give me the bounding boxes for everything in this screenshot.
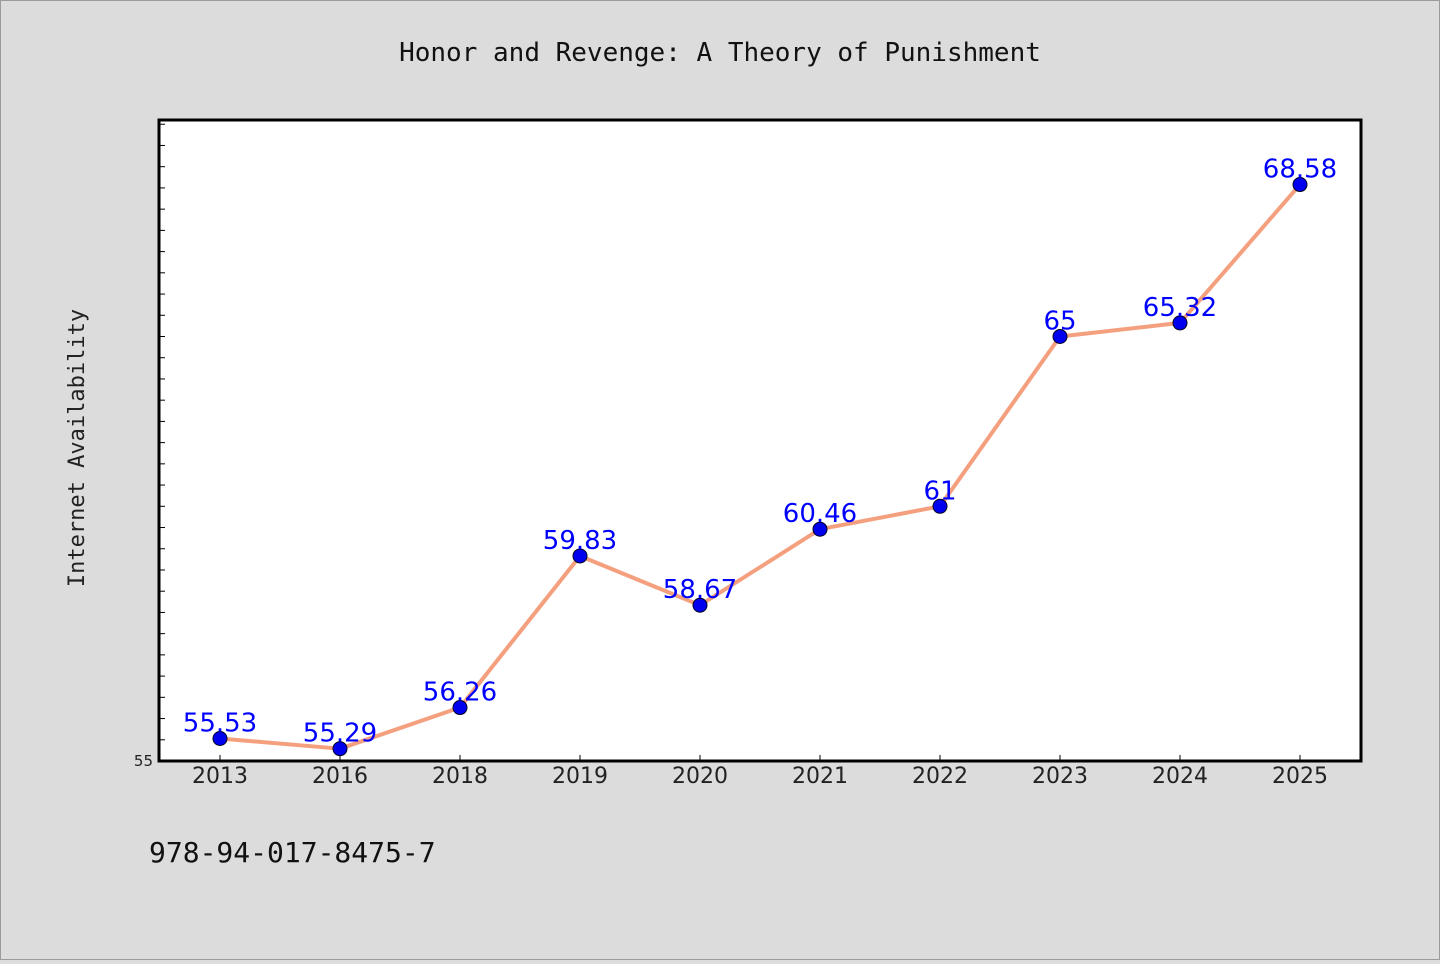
x-tick-label: 2024: [1152, 764, 1208, 789]
x-tick-label: 2025: [1272, 764, 1328, 789]
data-point-label: 59.83: [543, 526, 617, 556]
x-tick-label: 2022: [912, 764, 968, 789]
data-point-marker: [1052, 328, 1068, 344]
chart-title: Honor and Revenge: A Theory of Punishmen…: [399, 38, 1041, 68]
y-axis-label: Internet Availability: [65, 309, 90, 587]
x-axis-ticks: 2013 2016 2018 2019 2020 2021 2022 2023 2024 2025: [192, 755, 1328, 789]
x-tick-label: 2013: [192, 764, 248, 789]
y-tick-label: 55: [134, 752, 153, 770]
data-point-marker: [572, 548, 588, 564]
x-tick-label: 2019: [552, 764, 608, 789]
plot-area: [157, 118, 1363, 763]
data-point-label: 56.26: [423, 678, 497, 708]
x-tick-label: 2018: [432, 764, 488, 789]
data-point-label: 58.67: [663, 575, 737, 605]
data-point-marker: [932, 498, 948, 514]
data-point-marker: [212, 731, 228, 747]
y-axis-ticks: 55: [134, 123, 165, 770]
data-point-label: 65.32: [1143, 293, 1217, 323]
data-point-marker: [1172, 315, 1188, 331]
isbn-footer: 978-94-017-8475-7: [149, 836, 436, 869]
data-point-marker: [1292, 177, 1308, 193]
data-point-label: 61: [923, 476, 956, 506]
x-tick-label: 2016: [312, 764, 368, 789]
data-point-marker: [332, 741, 348, 757]
data-point-label: 68.58: [1263, 155, 1337, 185]
x-tick-label: 2020: [672, 764, 728, 789]
data-point-marker: [452, 700, 468, 716]
data-point-label: 65: [1043, 306, 1076, 336]
data-point-label: 60.46: [783, 499, 857, 529]
series-line: [219, 183, 1302, 751]
data-point-marker: [812, 521, 828, 537]
data-point-label: 55.29: [303, 719, 377, 749]
x-tick-label: 2021: [792, 764, 848, 789]
x-tick-label: 2023: [1032, 764, 1088, 789]
data-labels: 55.53 55.29 56.26 59.83 58.67 60.46 61 65 65.32 6…: [183, 155, 1337, 749]
data-point-label: 55.53: [183, 709, 257, 739]
series-markers: [212, 177, 1308, 757]
data-point-marker: [692, 597, 708, 613]
